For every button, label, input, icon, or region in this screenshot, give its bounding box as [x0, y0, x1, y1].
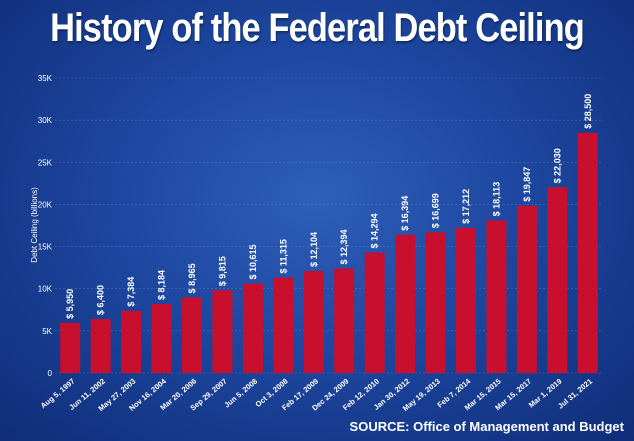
bar-value-label: $ 16,699 [431, 193, 441, 228]
chart-title: History of the Federal Debt Ceiling [50, 6, 585, 50]
bar-value-label: $ 19,847 [522, 167, 532, 202]
bar [182, 297, 202, 373]
bar [395, 234, 416, 373]
x-tick-label: Jun 5, 2008 [222, 377, 259, 410]
bar-value-label: $ 11,315 [278, 239, 288, 274]
y-tick-label: 0 [48, 369, 53, 378]
source-note: SOURCE: Office of Management and Budget [349, 419, 624, 434]
y-tick-label: 20K [38, 200, 53, 209]
bar-value-label: $ 7,384 [126, 277, 136, 307]
y-tick-label: 15K [38, 243, 53, 252]
y-tick-label: 35K [38, 74, 53, 83]
bar-value-label: $ 14,294 [370, 213, 380, 248]
bar [547, 187, 568, 373]
bar [577, 132, 598, 373]
y-tick-label: 5K [42, 327, 52, 336]
bar [60, 322, 81, 373]
bar [90, 319, 111, 373]
bar [364, 252, 385, 373]
bar [273, 277, 294, 373]
bar [242, 283, 263, 373]
bar-value-label: $ 18,113 [491, 182, 501, 217]
bar-value-label: $ 17,212 [461, 189, 471, 224]
bar [456, 227, 476, 373]
bar-value-label: $ 28,500 [583, 94, 593, 129]
y-axis-title: Debt Ceiling (billions) [30, 187, 39, 263]
y-tick-label: 10K [38, 285, 53, 294]
bar [303, 270, 324, 373]
bar [425, 232, 446, 373]
bar-value-label: $ 6,400 [96, 285, 106, 315]
bar-value-label: $ 8,184 [157, 270, 167, 300]
bar-value-label: $ 9,815 [217, 256, 227, 286]
bar-value-label: $ 16,394 [400, 196, 410, 231]
bar-value-label: $ 12,394 [339, 229, 349, 264]
bar [212, 290, 233, 373]
bar [121, 310, 142, 373]
bar-value-label: $ 5,950 [65, 289, 75, 319]
bar [151, 304, 172, 373]
bar-value-label: $ 12,104 [309, 232, 319, 267]
bar-value-label: $ 10,615 [248, 244, 258, 279]
bar-value-label: $ 22,030 [552, 148, 562, 183]
bar [334, 268, 355, 373]
y-tick-label: 25K [38, 158, 53, 167]
bar [486, 220, 507, 373]
bar [516, 205, 537, 373]
y-tick-label: 30K [38, 116, 53, 125]
bar-value-label: $ 8,965 [187, 263, 197, 293]
